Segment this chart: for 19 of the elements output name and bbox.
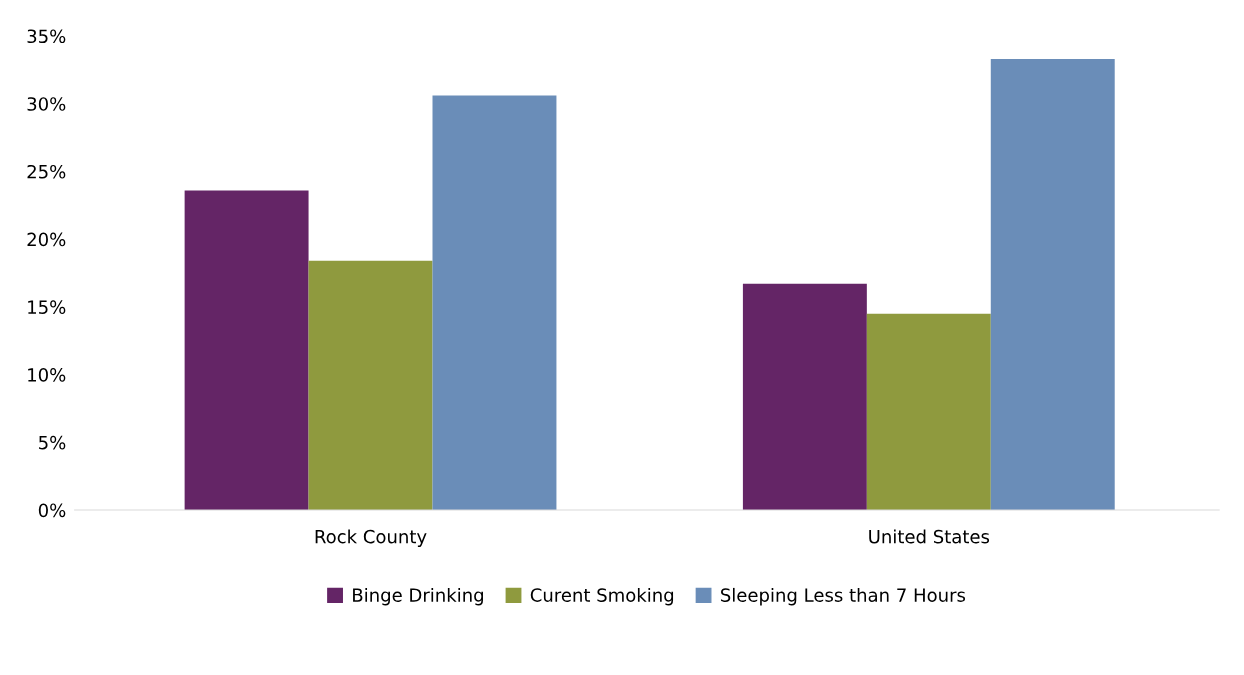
legend-label: Curent Smoking	[530, 587, 674, 606]
y-tick-label: 30%	[27, 97, 66, 111]
y-tick-label: 20%	[27, 232, 66, 247]
bar	[990, 59, 1115, 511]
bar	[184, 190, 309, 511]
bar	[308, 260, 433, 511]
y-tick-label: 15%	[28, 300, 66, 314]
y-tick-label: 0%	[38, 503, 66, 518]
x-tick-label: Rock County	[315, 529, 427, 547]
y-tick-label: 10%	[28, 368, 66, 382]
x-tick-label: United States	[869, 529, 990, 544]
legend-label: Sleeping Less than 7 Hours	[721, 587, 966, 606]
bar	[742, 283, 867, 511]
bar	[432, 95, 557, 511]
y-tick-label: 5%	[39, 435, 66, 450]
y-tick-label: 35%	[27, 29, 66, 44]
bar	[866, 313, 991, 511]
y-tick-label: 25%	[27, 164, 66, 179]
legend-label: Binge Drinking	[353, 587, 483, 606]
